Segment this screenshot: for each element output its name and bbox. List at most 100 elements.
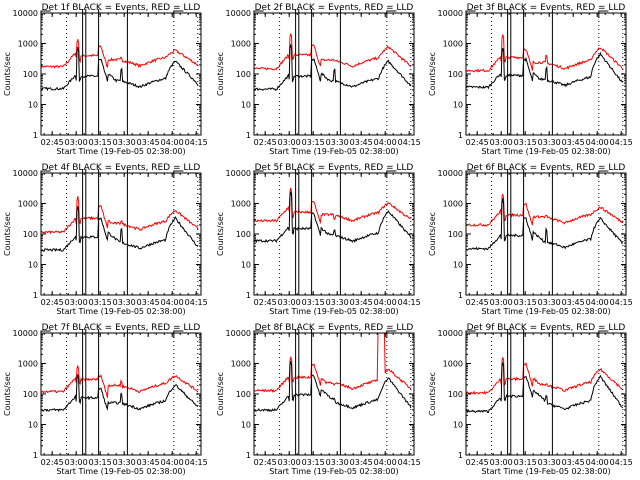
series-events	[253, 191, 412, 244]
x-tick-label: 03:15	[89, 458, 112, 467]
x-axis-label: Start Time (19-Feb-05 02:38:00)	[56, 307, 185, 316]
y-tick-label: 100	[236, 70, 251, 79]
x-tick-label: 03:45	[137, 138, 160, 147]
y-tick-label: 10000	[438, 329, 463, 338]
y-tick-label: 1000	[231, 360, 251, 369]
y-tick-label: 10000	[13, 9, 38, 18]
y-tick-label: 100	[23, 70, 38, 79]
x-tick-label: 03:45	[350, 298, 373, 307]
y-tick-label: 100	[23, 390, 38, 399]
series-lld	[253, 332, 412, 393]
series-events	[253, 43, 412, 92]
x-tick-label: 03:45	[562, 458, 585, 467]
y-axis-label: Counts/sec	[3, 52, 12, 96]
plot-frame	[465, 332, 627, 456]
y-tick-label: 1	[246, 451, 251, 460]
y-tick-label: 10	[453, 101, 463, 110]
x-tick-label: 03:30	[538, 458, 561, 467]
y-tick-label: 10	[28, 261, 38, 270]
series-lld	[253, 187, 412, 225]
x-tick-label: 03:00	[65, 458, 88, 467]
series-events	[465, 198, 624, 251]
x-tick-label: 03:00	[278, 298, 301, 307]
y-axis-label: Counts/sec	[3, 212, 12, 256]
panel-det-8: Det 8f BLACK = Events, RED = LLD 1 10 100 10…	[216, 323, 421, 476]
x-tick-label: 02:45	[41, 458, 64, 467]
series-lld	[465, 34, 624, 73]
x-tick-label: 04:00	[586, 298, 609, 307]
series-events	[40, 374, 199, 413]
x-tick-label: 04:00	[161, 298, 184, 307]
x-tick-label: 03:00	[490, 458, 513, 467]
y-tick-label: 1	[458, 131, 463, 140]
bracket-marker	[173, 170, 184, 178]
panel-title: Det 3f BLACK = Events, RED = LLD	[467, 3, 626, 13]
x-tick-label: 04:15	[185, 458, 208, 467]
y-tick-label: 10000	[438, 169, 463, 178]
x-tick-label: 03:30	[538, 298, 561, 307]
series-events	[465, 362, 624, 414]
y-tick-label: 1	[33, 291, 38, 300]
series-events	[465, 47, 623, 90]
y-tick-label: 1000	[443, 40, 463, 49]
x-tick-label: 03:30	[326, 138, 349, 147]
panel-title: Det 7f BLACK = Events, RED = LLD	[42, 323, 201, 333]
series-lld	[465, 357, 623, 396]
panel-det-9: Det 9f BLACK = Events, RED = LLD 1 10 100 10…	[428, 323, 633, 476]
y-tick-label: 10000	[13, 169, 38, 178]
x-axis-label: Start Time (19-Feb-05 02:38:00)	[56, 467, 185, 476]
y-tick-label: 100	[448, 230, 463, 239]
plot-frame	[253, 172, 415, 296]
bracket-marker	[598, 170, 609, 178]
y-tick-label: 100	[448, 390, 463, 399]
x-axis-label: Start Time (19-Feb-05 02:38:00)	[269, 467, 398, 476]
y-tick-label: 1000	[18, 40, 38, 49]
panel-title: Det 9f BLACK = Events, RED = LLD	[467, 323, 626, 333]
x-tick-label: 02:45	[466, 298, 489, 307]
y-axis-label: Counts/sec	[3, 372, 12, 416]
bracket-marker	[386, 10, 397, 18]
y-tick-label: 1	[33, 131, 38, 140]
plot-frame	[253, 332, 415, 456]
x-tick-label: 04:00	[586, 458, 609, 467]
x-tick-label: 03:45	[562, 298, 585, 307]
x-tick-label: 03:15	[302, 458, 325, 467]
x-tick-label: 03:45	[562, 138, 585, 147]
y-tick-label: 100	[23, 230, 38, 239]
y-tick-label: 1000	[18, 360, 38, 369]
panel-title: Det 1f BLACK = Events, RED = LLD	[42, 3, 201, 13]
panel-det-6: Det 6f BLACK = Events, RED = LLD 1 10 100 10…	[428, 163, 633, 316]
x-axis-label: Start Time (19-Feb-05 02:38:00)	[269, 147, 398, 156]
x-tick-label: 03:00	[65, 138, 88, 147]
x-tick-label: 03:45	[137, 298, 160, 307]
y-tick-label: 10000	[226, 9, 251, 18]
bracket-marker	[173, 10, 184, 18]
x-tick-label: 03:45	[350, 138, 373, 147]
x-tick-label: 03:15	[89, 298, 112, 307]
x-tick-label: 03:45	[350, 458, 373, 467]
y-tick-label: 100	[236, 390, 251, 399]
panel-title: Det 4f BLACK = Events, RED = LLD	[42, 163, 201, 173]
x-tick-label: 04:15	[398, 458, 421, 467]
y-tick-label: 1	[458, 451, 463, 460]
x-tick-label: 04:00	[374, 138, 397, 147]
x-tick-label: 03:15	[514, 138, 537, 147]
x-tick-label: 04:15	[610, 138, 633, 147]
y-tick-label: 10	[241, 101, 251, 110]
y-tick-label: 10000	[438, 9, 463, 18]
panel-det-4: Det 4f BLACK = Events, RED = LLD 1 10 100 10…	[3, 163, 208, 316]
x-tick-label: 02:45	[466, 458, 489, 467]
bracket-marker	[598, 330, 609, 338]
x-tick-label: 04:15	[398, 298, 421, 307]
y-axis-label: Counts/sec	[216, 372, 225, 416]
x-axis-label: Start Time (19-Feb-05 02:38:00)	[269, 307, 398, 316]
x-axis-label: Start Time (19-Feb-05 02:38:00)	[56, 147, 185, 156]
x-tick-label: 04:00	[374, 458, 397, 467]
x-tick-label: 02:45	[254, 458, 277, 467]
x-tick-label: 03:45	[137, 458, 160, 467]
y-tick-label: 1	[33, 451, 38, 460]
x-tick-label: 02:45	[254, 138, 277, 147]
series-lld	[253, 33, 411, 71]
y-tick-label: 1000	[231, 200, 251, 209]
